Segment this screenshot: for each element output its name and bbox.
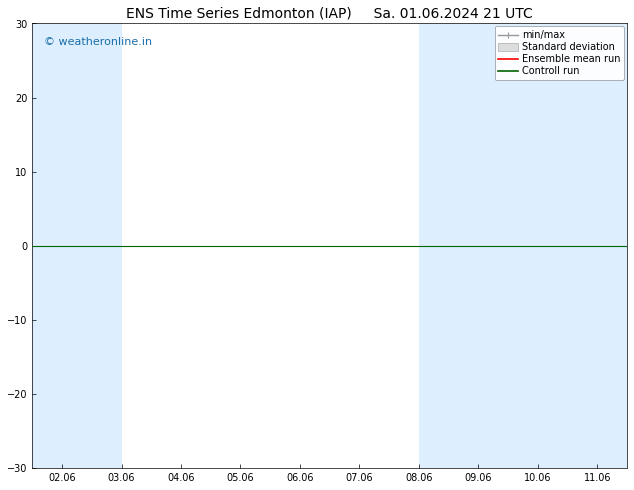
Bar [538, 24, 627, 468]
Legend: min/max, Standard deviation, Ensemble mean run, Controll run: min/max, Standard deviation, Ensemble me… [495, 26, 624, 80]
Bar [32, 24, 122, 468]
Bar [419, 24, 538, 468]
Title: ENS Time Series Edmonton (IAP)     Sa. 01.06.2024 21 UTC: ENS Time Series Edmonton (IAP) Sa. 01.06… [126, 7, 533, 21]
Text: © weatheronline.in: © weatheronline.in [44, 37, 152, 47]
